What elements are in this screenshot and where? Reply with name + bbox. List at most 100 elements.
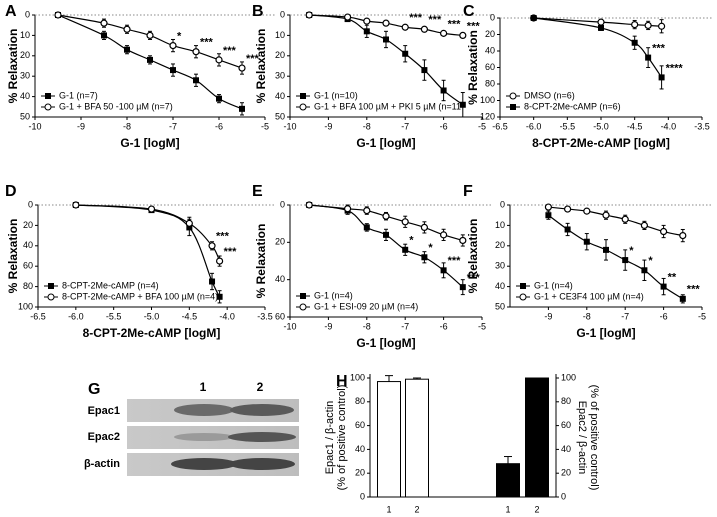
- x-tick-label: -8: [363, 121, 371, 131]
- y-tick-label: 50: [275, 111, 285, 121]
- x-tick-label: -4.0: [219, 311, 235, 321]
- significance: ***: [687, 284, 701, 296]
- x-axis-label: G-1 [logM]: [120, 136, 179, 150]
- data-point: [123, 25, 131, 33]
- legend-marker: [299, 303, 307, 311]
- significance: ***: [200, 37, 214, 49]
- data-point: [440, 267, 447, 274]
- x-tick-label: -4.0: [661, 121, 677, 131]
- data-point: [657, 22, 666, 30]
- y-tick-label: 30: [20, 71, 30, 81]
- band: [230, 404, 294, 416]
- data-point: [603, 246, 609, 253]
- data-point: [344, 205, 352, 213]
- significance: *: [177, 31, 182, 43]
- y-tick-label: 60: [485, 62, 495, 72]
- data-point: [382, 212, 390, 220]
- panel: E 0 20 40 60-10 -9 -8 -7 -6 -5 G-1 [logM] % Relaxat…: [252, 183, 492, 350]
- data-point: [402, 246, 409, 253]
- y-tick-label: 40: [20, 91, 30, 101]
- lane-label: 2: [257, 380, 264, 394]
- y-axis-label: % Relaxation: [466, 30, 480, 105]
- data-point: [147, 205, 156, 213]
- x-tick-label: -8: [583, 311, 591, 321]
- data-point: [305, 201, 313, 209]
- y-tick-label: 40: [23, 240, 33, 250]
- data-point: [530, 15, 537, 21]
- y-tick-label: 30: [495, 261, 505, 271]
- blot: G 1 2 Epac1 Epac2 β-actin: [84, 380, 299, 476]
- data-point: [72, 201, 80, 209]
- x-axis-label: 8-CPT-2Me-cAMP [logM]: [532, 136, 670, 150]
- row-label: β-actin: [84, 458, 120, 470]
- data-point: [598, 24, 604, 31]
- data-point: [440, 29, 448, 37]
- x-tick-label: -6: [440, 321, 448, 331]
- y-tick-label: 120: [480, 111, 495, 121]
- panel-letter: E: [252, 183, 263, 200]
- x-tick-label: 1: [386, 504, 391, 514]
- x-tick-label: -6.5: [30, 311, 46, 321]
- data-point: [147, 56, 153, 63]
- y-tick-label: 40: [275, 274, 285, 284]
- y-tick-label: 20: [275, 50, 285, 60]
- y-tick-label: 20: [495, 240, 505, 250]
- data-point: [215, 56, 223, 64]
- data-point: [216, 257, 224, 265]
- data-point: [170, 67, 176, 74]
- data-point: [401, 218, 409, 226]
- significance: *: [428, 242, 433, 254]
- y-axis-label: % Relaxation: [254, 224, 268, 299]
- x-tick-label: -6.5: [492, 121, 508, 131]
- y2-tick-label: 60: [561, 420, 571, 430]
- y-axis-label: % Relaxation: [6, 219, 20, 294]
- y-tick-label: 20: [23, 220, 33, 230]
- x-tick-label: -6.0: [68, 311, 84, 321]
- y-tick-label: 50: [495, 301, 505, 311]
- x-tick-label: -9: [77, 121, 85, 131]
- data-point: [622, 257, 629, 264]
- significance: ***: [428, 14, 442, 26]
- band: [229, 458, 295, 470]
- y-axis-label: % Relaxation: [254, 29, 268, 104]
- legend-marker: [519, 293, 527, 301]
- data-point: [193, 77, 199, 84]
- data-point: [305, 11, 313, 19]
- data-point: [216, 95, 222, 102]
- data-point: [363, 207, 371, 215]
- data-point: [209, 278, 216, 285]
- data-point: [659, 227, 668, 236]
- y-tick-label: 100: [350, 372, 365, 382]
- legend-label: G-1 (n=10): [314, 90, 358, 100]
- fit-curve: [75, 204, 221, 262]
- band: [228, 432, 296, 442]
- y-tick-label: 40: [275, 91, 285, 101]
- x-tick-label: -3.5: [257, 311, 273, 321]
- data-point: [602, 211, 610, 219]
- y-tick-label: 20: [485, 29, 495, 39]
- legend-marker: [44, 103, 52, 111]
- data-point: [238, 64, 246, 72]
- legend-label: 8-CPT-2Me-cAMP (n=6): [524, 101, 621, 111]
- panel: C 0 20 40 60 80 100 120-6.5 -6.0 -5.5 -5.0 -4.5 -4.0…: [463, 3, 712, 150]
- data-point: [383, 231, 389, 238]
- data-point: [583, 207, 591, 215]
- data-point: [169, 41, 177, 50]
- bar: [405, 378, 429, 498]
- panel: F 0 10 20 30 40 50 -9 -8 -7 -6 -5 G-1 [logM] % Relaxa…: [463, 183, 712, 340]
- x-tick-label: -3.5: [694, 121, 710, 131]
- significance: *: [648, 255, 653, 267]
- band: [174, 404, 234, 416]
- data-point: [124, 46, 130, 53]
- panel-letter: F: [463, 183, 473, 200]
- significance: ***: [409, 12, 423, 24]
- band: [171, 458, 237, 470]
- data-point: [679, 295, 686, 302]
- panel-letter: B: [252, 3, 264, 20]
- data-point: [420, 223, 428, 231]
- x-axis-label: G-1 [logM]: [576, 326, 635, 340]
- y2-tick-label: 40: [561, 444, 571, 454]
- x-tick-label: -10: [283, 321, 296, 331]
- y2-axis-label: Epac2 / β-actin: [576, 401, 588, 475]
